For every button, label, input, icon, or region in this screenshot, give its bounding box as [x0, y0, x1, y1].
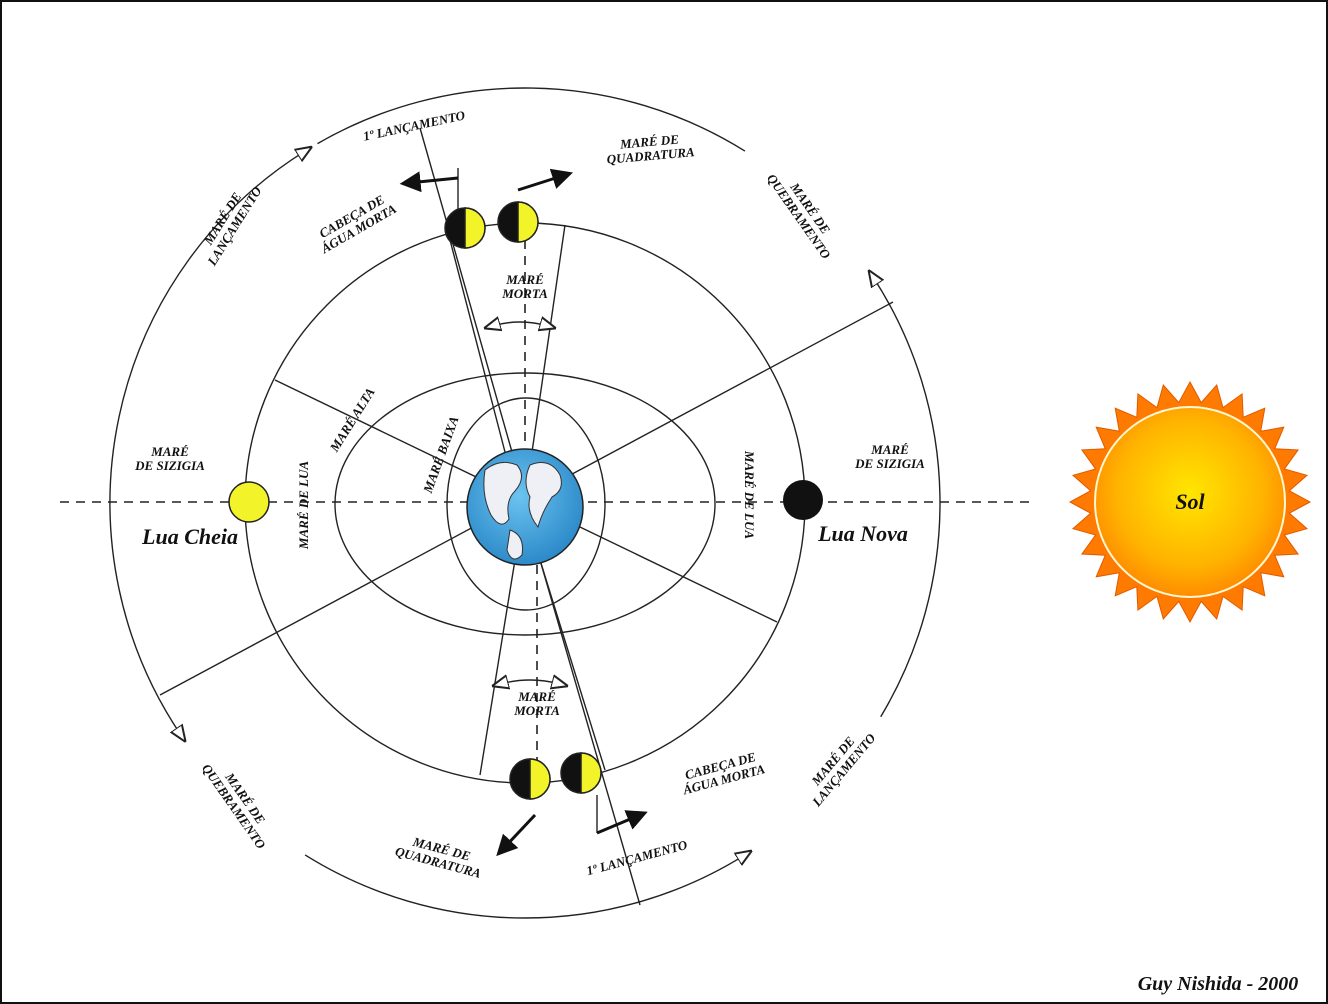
label-line: MARÉ: [150, 444, 189, 459]
label: Lua Nova: [817, 521, 908, 546]
label-line: MORTA: [501, 286, 548, 301]
label-line: MORTA: [513, 703, 560, 718]
diagram: 1º LANÇAMENTOMARÉ DEQUADRATURACABEÇA DEÁ…: [0, 0, 1328, 1004]
label-line: DE SIZIGIA: [134, 458, 205, 473]
label: MARÉ DE LUA: [742, 450, 757, 539]
label: Guy Nishida - 2000: [1138, 973, 1299, 995]
label: MARÉ DE LUA: [296, 461, 311, 550]
label-line: MARÉ: [870, 442, 909, 457]
label-line: MARÉ: [505, 272, 544, 287]
label: Sol: [1175, 489, 1205, 514]
label-line: MARÉ: [517, 689, 556, 704]
label-line: DE SIZIGIA: [854, 456, 925, 471]
label: Lua Cheia: [141, 524, 238, 549]
